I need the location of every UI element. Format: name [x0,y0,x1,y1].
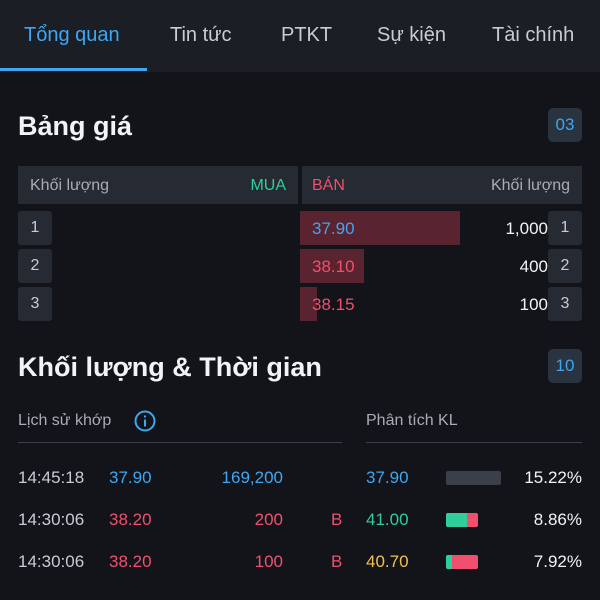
ask-level-index: 3 [548,287,582,321]
trade-volume: 169,200 [221,468,283,487]
tab-events[interactable]: Sự kiện [377,24,446,46]
analysis-percent: 15.22% [524,468,582,487]
bid-volume-header: Khối lượng [30,177,110,194]
trade-time: 14:30:06 [18,552,85,571]
price-board-depth-button[interactable]: 03 [548,108,582,142]
trade-volume: 200 [254,510,283,529]
ask-volume: 400 [519,257,548,276]
volume-time-title: Khối lượng & Thời gian [18,352,322,382]
analysis-price: 41.00 [366,510,409,529]
trade-volume: 100 [254,552,283,571]
bid-header: Khối lượng MUA [18,166,298,204]
ask-price[interactable]: 37.90 [312,219,355,238]
volume-analysis-label: Phân tích KL [366,412,458,429]
ask-header-label: BÁN [312,177,345,194]
trade-time: 14:45:18 [18,468,85,487]
trade-price: 37.90 [109,468,152,487]
bid-level-index: 2 [18,249,52,283]
tab-overview[interactable]: Tổng quan [24,24,120,46]
price-board-title: Bảng giá [18,111,133,141]
trade-price: 38.20 [109,510,152,529]
ask-price[interactable]: 38.15 [312,295,355,314]
active-tab-indicator [0,68,147,71]
bid-level-index: 3 [18,287,52,321]
trade-price: 38.20 [109,552,152,571]
trade-side: B [331,510,343,529]
match-history-label: Lịch sử khớp [18,412,112,429]
ask-volume: 1,000 [505,219,548,238]
trade-side: B [331,552,343,571]
ask-depth-bar [300,211,460,245]
ask-depth-bar [300,249,364,283]
tab-technical-analysis[interactable]: PTKT [281,24,333,46]
tab-financials[interactable]: Tài chính [492,24,575,46]
bid-level-index: 1 [18,211,52,245]
trade-time: 14:30:06 [18,510,85,529]
sell-share-segment [452,555,478,569]
ask-level-index: 2 [548,249,582,283]
volume-split-bar [446,555,478,569]
volume-split-bar [446,471,501,485]
ask-level-index: 1 [548,211,582,245]
volume-split-bar [446,513,478,527]
volume-analysis-divider [366,442,582,443]
top-tab-bar: Tổng quan Tin tức PTKT Sự kiện Tài chính [0,0,600,72]
sell-share-segment [466,513,478,527]
analysis-percent: 8.86% [533,510,582,529]
ask-volume-header: Khối lượng [490,177,570,194]
analysis-price: 40.70 [366,552,409,571]
analysis-price: 37.90 [366,468,409,487]
buy-share-segment [446,513,467,527]
match-history-divider [18,442,342,443]
ask-depth-bar [300,287,317,321]
buy-share-segment [446,555,453,569]
bid-header-label: MUA [250,177,286,194]
volume-time-count-button[interactable]: 10 [548,349,582,383]
ask-volume: 100 [519,295,548,314]
tab-news[interactable]: Tin tức [170,24,232,46]
analysis-percent: 7.92% [533,552,582,571]
info-icon[interactable] [134,410,156,432]
ask-price[interactable]: 38.10 [312,257,355,276]
ask-header: BÁN Khối lượng [302,166,582,204]
